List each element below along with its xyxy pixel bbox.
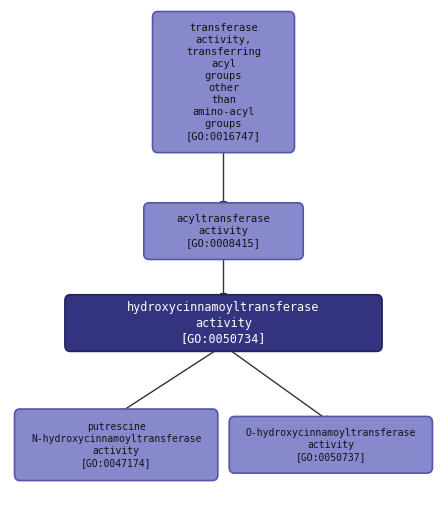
Text: putrescine
N-hydroxycinnamoyltransferase
activity
[GO:0047174]: putrescine N-hydroxycinnamoyltransferase… <box>31 422 201 468</box>
FancyBboxPatch shape <box>144 203 303 260</box>
Text: transferase
activity,
transferring
acyl
groups
other
than
amino-acyl
groups
[GO:: transferase activity, transferring acyl … <box>186 23 261 141</box>
FancyBboxPatch shape <box>15 409 218 481</box>
Text: O-hydroxycinnamoyltransferase
activity
[GO:0050737]: O-hydroxycinnamoyltransferase activity [… <box>246 428 416 462</box>
Text: acyltransferase
activity
[GO:0008415]: acyltransferase activity [GO:0008415] <box>177 214 270 248</box>
FancyBboxPatch shape <box>65 295 382 351</box>
Text: hydroxycinnamoyltransferase
activity
[GO:0050734]: hydroxycinnamoyltransferase activity [GO… <box>127 301 320 345</box>
FancyBboxPatch shape <box>229 416 432 473</box>
FancyBboxPatch shape <box>152 12 295 153</box>
